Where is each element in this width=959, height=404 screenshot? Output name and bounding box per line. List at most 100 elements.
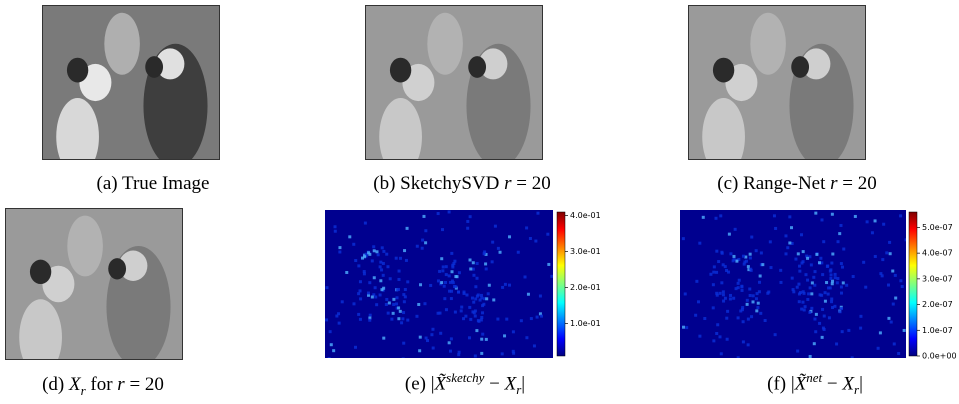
heat-cell (826, 264, 829, 267)
heat-cell (809, 355, 812, 358)
heat-cell (454, 285, 457, 288)
heat-cell (444, 281, 447, 284)
heat-cell (401, 317, 404, 320)
heat-cell (484, 262, 487, 265)
heat-cell (815, 253, 818, 256)
photo-blob (104, 13, 140, 75)
heat-cell (779, 281, 782, 284)
heat-cell (839, 224, 842, 227)
heat-cell (796, 350, 799, 353)
heat-cell (769, 266, 772, 269)
heat-cell (756, 306, 759, 309)
heat-cell (761, 263, 764, 266)
heat-cell (750, 315, 753, 318)
heat-cell (815, 313, 818, 316)
heat-cell (842, 248, 845, 251)
heat-cell (859, 327, 862, 330)
heat-cell (359, 318, 362, 321)
heat-cell (389, 277, 392, 280)
heat-cell (794, 258, 797, 261)
heat-cell (885, 251, 888, 254)
heat-cell (387, 312, 390, 315)
heat-cell (717, 260, 720, 263)
heat-cell (480, 294, 483, 297)
heat-cell (443, 297, 446, 300)
heat-cell (547, 263, 550, 266)
heat-cell (807, 292, 810, 295)
heat-cell (525, 336, 528, 339)
heat-cell (325, 286, 328, 289)
heat-cell (854, 215, 857, 218)
heat-cell (464, 315, 467, 318)
heat-cell (814, 330, 817, 333)
heat-cell (755, 309, 758, 312)
heat-cell (800, 308, 803, 311)
heat-cell (882, 223, 885, 226)
heat-cell (525, 226, 528, 229)
heat-cell (463, 291, 466, 294)
caption: (f) |X̃net − Xr| (767, 370, 863, 398)
heat-cell (802, 290, 805, 293)
heat-cell (403, 249, 406, 252)
heat-cell (338, 322, 341, 325)
heat-cell (887, 284, 890, 287)
heat-cell (492, 298, 495, 301)
heat-cell (418, 349, 421, 352)
heat-cell (702, 216, 705, 219)
lowrank-image (5, 208, 183, 360)
caption-text: = 20 (512, 173, 551, 194)
heat-cell (820, 218, 823, 221)
heat-cell (471, 297, 474, 300)
heat-cell (399, 257, 402, 260)
caption-text: (d) (42, 374, 69, 395)
caption: (a) True Image (97, 173, 210, 195)
heat-cell (377, 253, 380, 256)
heat-cell (478, 320, 481, 323)
heat-cell (819, 257, 822, 260)
heat-cell (682, 237, 685, 240)
heat-cell (742, 320, 745, 323)
heat-cell (457, 291, 460, 294)
caption: (e) |X̃sketchy − Xr| (405, 370, 525, 398)
heat-cell (905, 238, 906, 241)
colorbar-scale (909, 212, 917, 356)
caption-text: for (86, 374, 118, 395)
heat-cell (834, 276, 837, 279)
heat-cell (359, 289, 362, 292)
heat-cell (824, 291, 827, 294)
heat-cell (809, 286, 812, 289)
heat-cell (430, 333, 433, 336)
heat-cell (403, 300, 406, 303)
heat-bg (325, 210, 553, 358)
heat-cell (837, 240, 840, 243)
heat-cell (395, 302, 398, 305)
heat-cell (475, 329, 478, 332)
heat-cell (894, 297, 897, 300)
heat-cell (716, 294, 719, 297)
heat-cell (481, 311, 484, 314)
heat-cell (752, 294, 755, 297)
heat-cell (330, 343, 333, 346)
caption-text: = 20 (838, 173, 877, 194)
heat-cell (810, 263, 813, 266)
heat-cell (684, 292, 687, 295)
heat-cell (451, 280, 454, 283)
heat-cell (363, 272, 366, 275)
heat-cell (703, 317, 706, 320)
heat-cell (468, 336, 471, 339)
heat-cell (440, 257, 443, 260)
heat-cell (431, 328, 434, 331)
heat-cell (404, 288, 407, 291)
heat-cell (385, 253, 388, 256)
heat-cell (749, 253, 752, 256)
heat-cell (790, 226, 793, 229)
heat-cell (864, 286, 867, 289)
heat-cell (397, 317, 400, 320)
heat-cell (830, 298, 833, 301)
heat-cell (737, 316, 740, 319)
heat-cell (445, 265, 448, 268)
heat-cell (448, 210, 451, 213)
heat-cell (379, 279, 382, 282)
colorbar-tick-label: 3.0e-07 (922, 274, 953, 283)
photo-blob (427, 13, 463, 75)
